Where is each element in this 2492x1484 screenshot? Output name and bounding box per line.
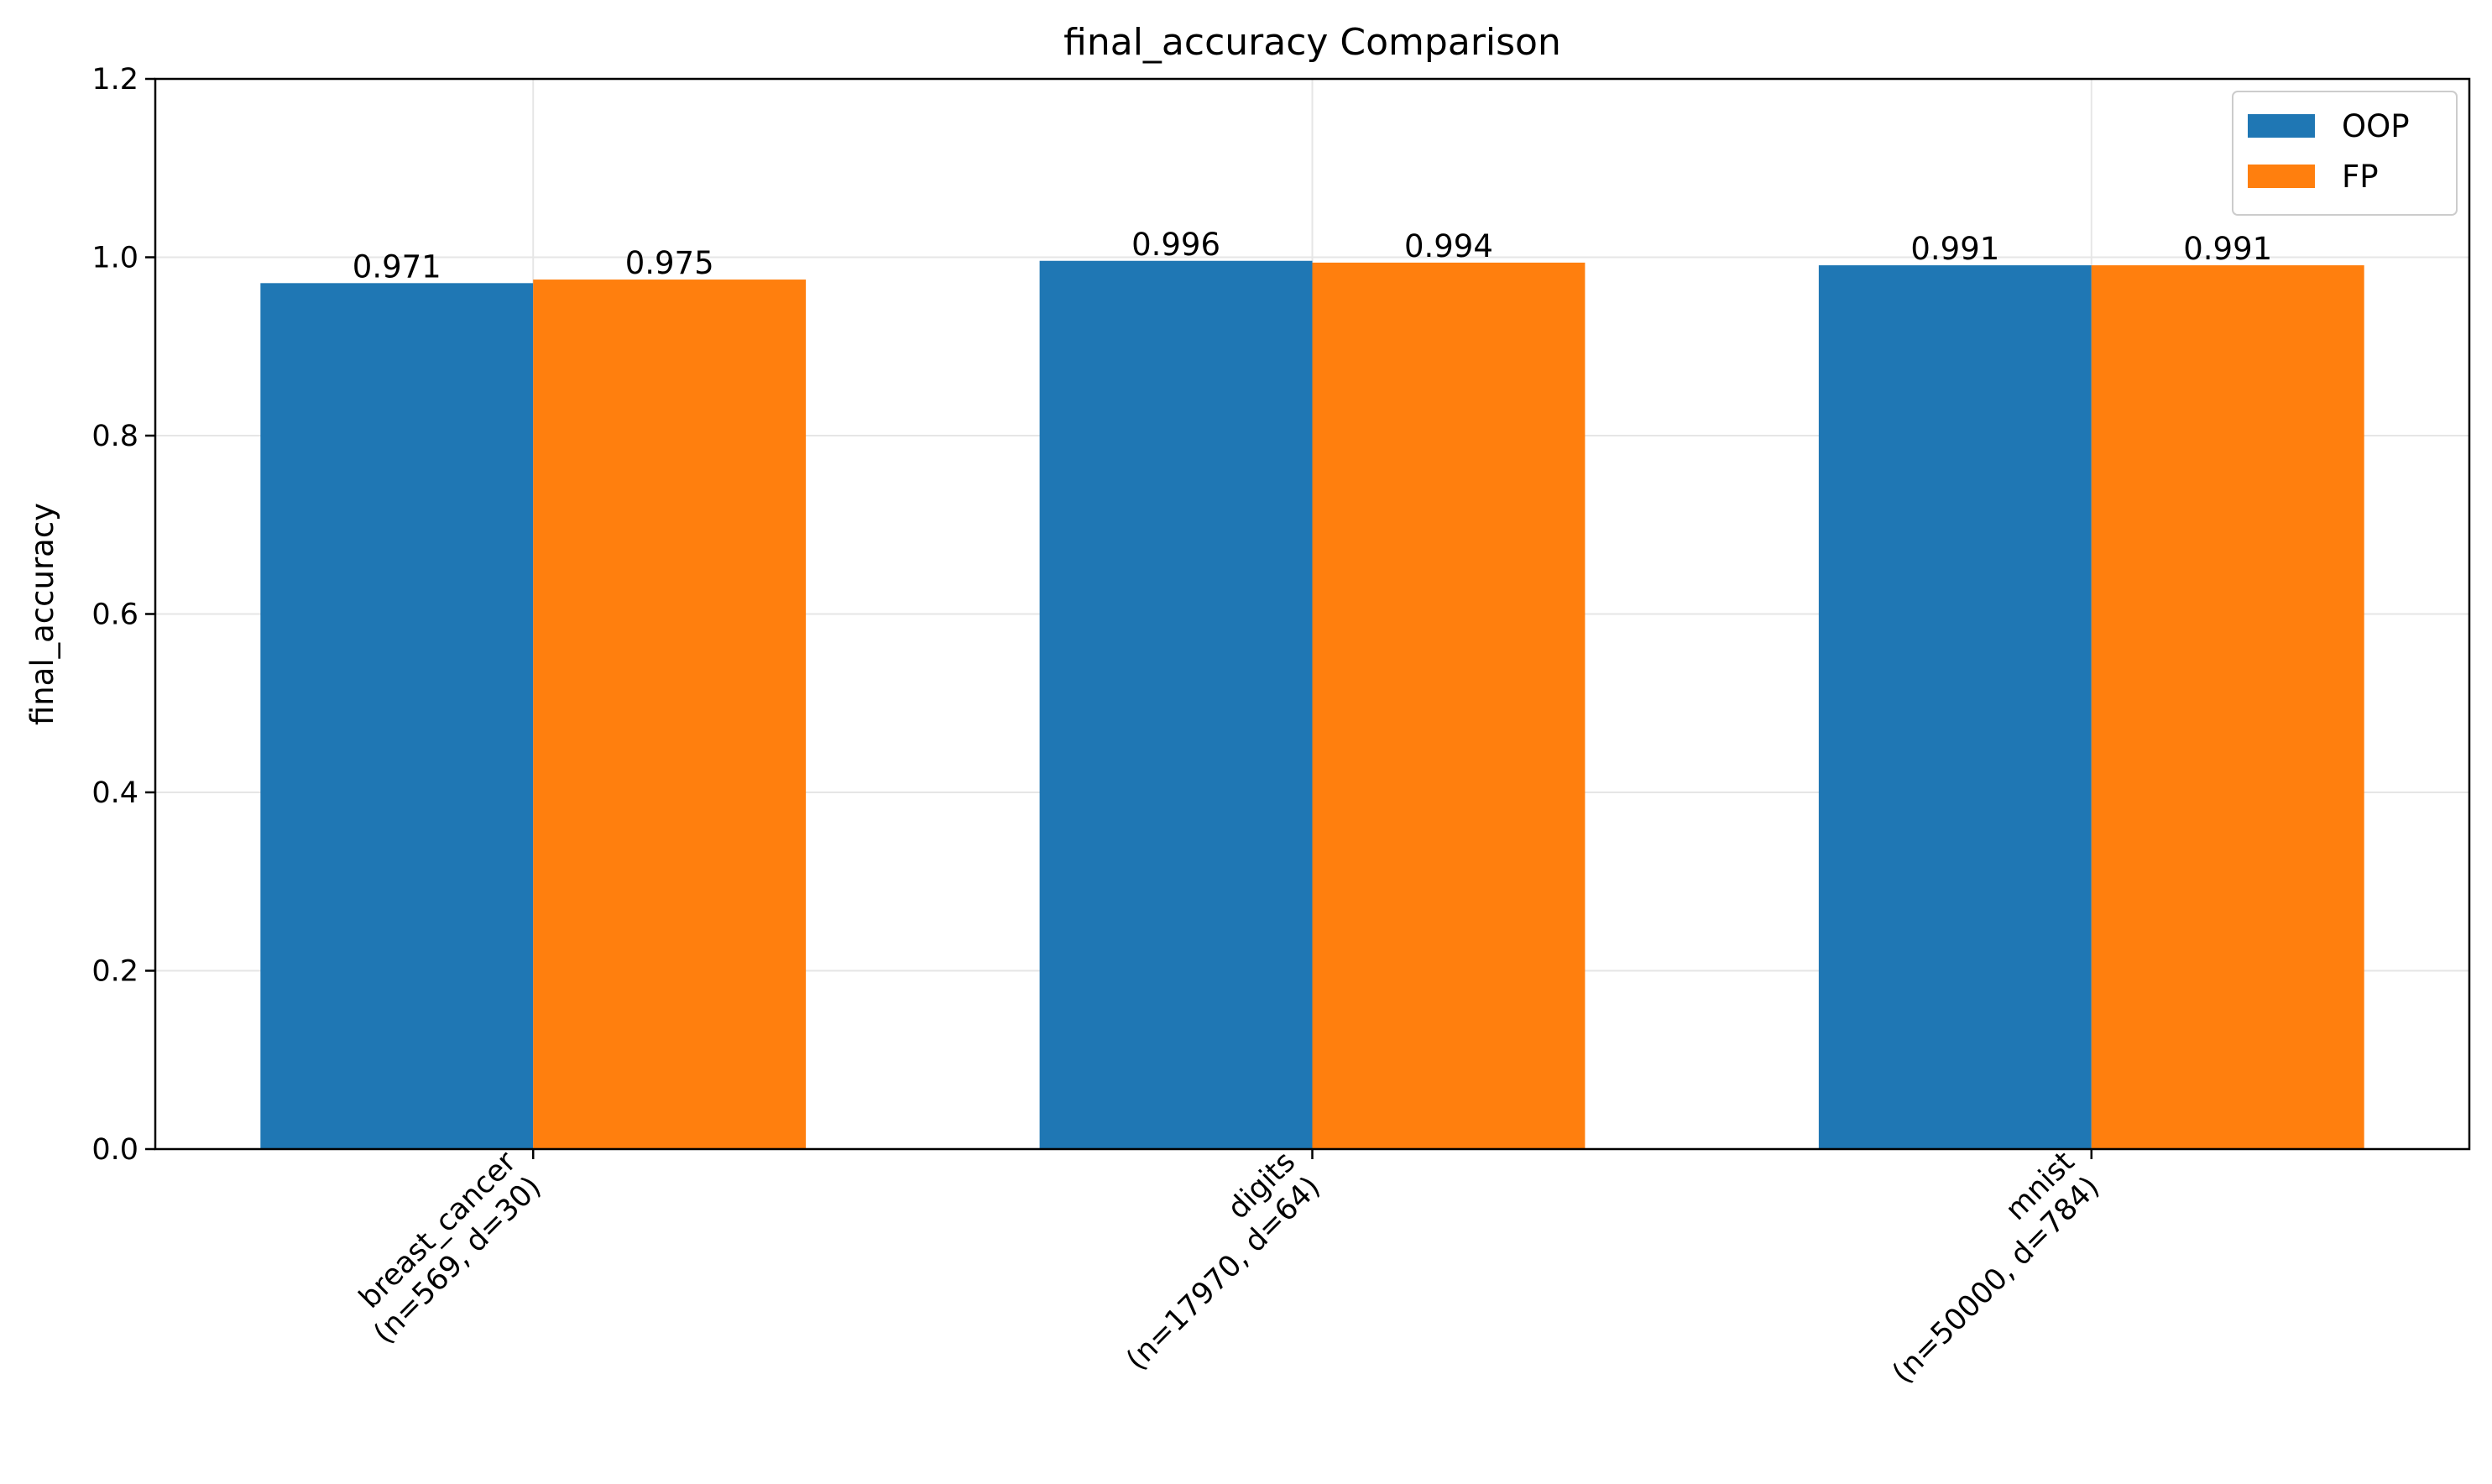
bar-value-label: 0.991 <box>1910 231 1999 267</box>
legend-label-fp: FP <box>2342 159 2379 195</box>
y-tick-label: 0.8 <box>91 420 138 453</box>
bar-fp-1 <box>1312 262 1586 1149</box>
bar-value-label: 0.975 <box>625 245 714 281</box>
y-tick-label: 0.6 <box>91 598 138 632</box>
bar-value-label: 0.996 <box>1131 227 1220 263</box>
x-tick-label: mnist(n=50000, d=784) <box>1886 1145 2106 1390</box>
chart-title: final_accuracy Comparison <box>1063 21 1561 64</box>
y-axis-label: final_accuracy <box>24 503 60 725</box>
bar-value-label: 0.971 <box>353 248 441 285</box>
legend-swatch-fp <box>2248 165 2315 188</box>
bar-fp-2 <box>2091 265 2364 1149</box>
legend-label-oop: OOP <box>2342 108 2410 144</box>
bar-oop-2 <box>1818 265 2092 1149</box>
y-tick-label: 0.2 <box>91 955 138 989</box>
x-tick-label: breast_cancer(n=569, d=30) <box>353 1145 547 1351</box>
x-tick-label-line: (n=50000, d=784) <box>1886 1170 2106 1390</box>
bar-value-labels: 0.971 0.975 0.996 0.994 0.991 0.991 <box>353 227 2272 285</box>
y-tick-label: 1.0 <box>91 242 138 275</box>
bar-oop-1 <box>1039 260 1313 1149</box>
legend: OOP FP <box>2232 91 2458 216</box>
bar-value-label: 0.994 <box>1404 228 1493 264</box>
legend-swatch-oop <box>2248 114 2315 138</box>
bars <box>260 260 2364 1149</box>
bar-fp-0 <box>533 280 807 1149</box>
y-tick-label: 1.2 <box>91 63 138 97</box>
bar-oop-0 <box>260 283 534 1149</box>
y-tick-label: 0.4 <box>91 776 138 810</box>
x-tick-label: digits(n=17970, d=64) <box>1121 1145 1327 1377</box>
y-axis-ticks: 0.0 0.2 0.4 0.6 0.8 1.0 1.2 <box>91 63 155 1167</box>
bar-value-label: 0.991 <box>2183 231 2272 267</box>
x-axis-ticks: breast_cancer(n=569, d=30) digits(n=17970… <box>353 1145 2106 1390</box>
y-tick-label: 0.0 <box>91 1133 138 1167</box>
